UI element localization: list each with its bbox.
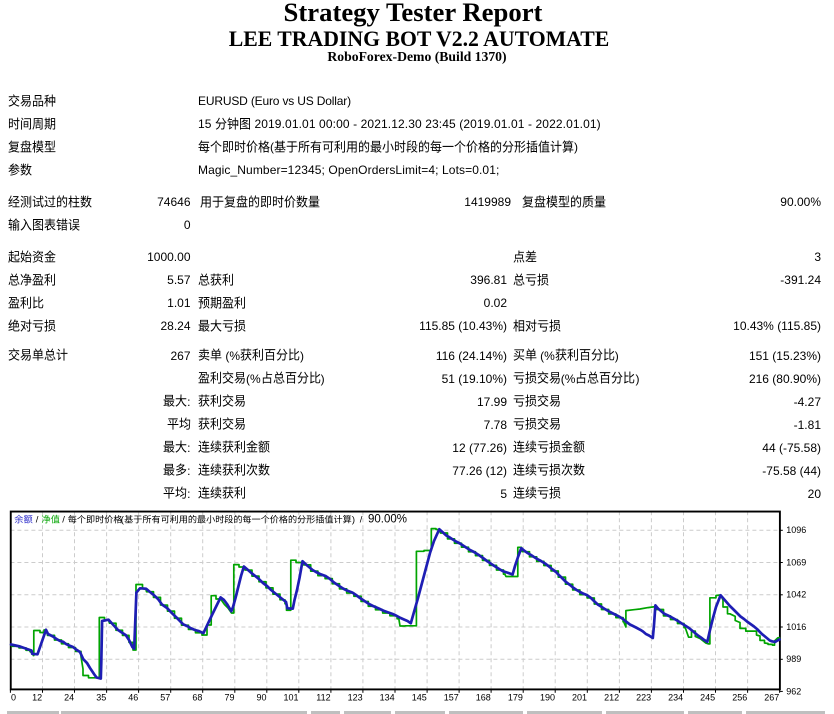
svg-text:1096: 1096 <box>786 525 806 535</box>
svg-text:1069: 1069 <box>786 557 806 567</box>
svg-text:962: 962 <box>786 686 801 696</box>
svg-text:101: 101 <box>283 693 298 703</box>
svg-text:256: 256 <box>732 693 747 703</box>
svg-text:/: / <box>62 515 65 526</box>
svg-text:(: ( <box>121 515 125 526</box>
svg-text:12: 12 <box>32 693 42 703</box>
svg-text:1016: 1016 <box>786 622 806 632</box>
svg-text:212: 212 <box>604 693 619 703</box>
svg-text:24: 24 <box>64 693 74 703</box>
svg-text:57: 57 <box>160 693 170 703</box>
svg-text:190: 190 <box>540 693 555 703</box>
svg-text:234: 234 <box>668 693 683 703</box>
svg-text:145: 145 <box>412 693 427 703</box>
svg-text:68: 68 <box>192 693 202 703</box>
svg-text:157: 157 <box>444 693 459 703</box>
svg-text:1042: 1042 <box>786 590 806 600</box>
svg-text:134: 134 <box>380 693 395 703</box>
svg-text:79: 79 <box>224 693 234 703</box>
svg-text:223: 223 <box>636 693 651 703</box>
svg-text:0: 0 <box>11 693 16 703</box>
svg-text:245: 245 <box>700 693 715 703</box>
svg-text:/: / <box>36 515 39 526</box>
svg-text:267: 267 <box>764 693 779 703</box>
svg-text:/: / <box>360 515 363 526</box>
svg-text:90: 90 <box>256 693 266 703</box>
svg-text:112: 112 <box>316 693 330 703</box>
svg-text:123: 123 <box>348 693 363 703</box>
svg-text:168: 168 <box>476 693 491 703</box>
svg-text:46: 46 <box>128 693 138 703</box>
svg-text:989: 989 <box>786 654 801 664</box>
svg-text:90.00%: 90.00% <box>368 514 407 526</box>
svg-text:201: 201 <box>572 693 587 703</box>
svg-text:): ) <box>352 515 355 526</box>
svg-text:179: 179 <box>508 693 523 703</box>
svg-text:35: 35 <box>96 693 106 703</box>
